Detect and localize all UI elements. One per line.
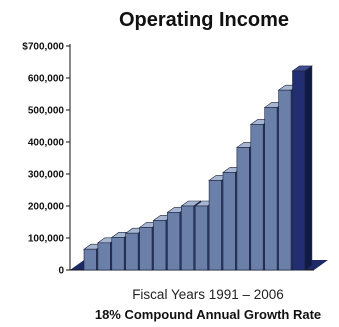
y-tick-label-1: 600,000 [28, 74, 65, 85]
bar-front-13 [265, 107, 277, 270]
bars-group [84, 66, 312, 270]
bar-front-6 [167, 212, 179, 270]
bar-front-2 [112, 237, 124, 270]
y-tick-label-2: 500,000 [28, 106, 65, 117]
bar-front-11 [237, 147, 249, 270]
y-axis: $700,000 600,000 500,000 400,000 300,000 200,… [22, 42, 70, 277]
bar-front-7 [181, 206, 193, 270]
bar-front-12 [251, 124, 263, 270]
bar-2006 [293, 66, 312, 270]
bar-side-15 [305, 66, 312, 270]
y-tick-label-7: 0 [58, 266, 64, 277]
bar-front-9 [209, 180, 221, 270]
bar-front-15 [293, 71, 305, 270]
bar-front-3 [126, 233, 138, 270]
bar-front-8 [195, 206, 207, 270]
chart-title: Operating Income [119, 9, 289, 31]
y-tick-label-3: 400,000 [28, 138, 65, 149]
bar-front-4 [140, 227, 152, 270]
bar-front-10 [223, 172, 235, 270]
y-tick-label-5: 200,000 [28, 202, 65, 213]
y-tick-label-4: 300,000 [28, 170, 65, 181]
bar-front-1 [98, 243, 110, 270]
chart-subtitle: 18% Compound Annual Growth Rate [95, 307, 321, 322]
bar-front-0 [84, 249, 96, 270]
bar-front-14 [279, 90, 291, 270]
y-tick-label-6: 100,000 [28, 234, 65, 245]
x-axis-label: Fiscal Years 1991 – 2006 [132, 287, 284, 302]
y-tick-label-0: $700,000 [22, 42, 64, 53]
bar-front-5 [154, 220, 166, 270]
